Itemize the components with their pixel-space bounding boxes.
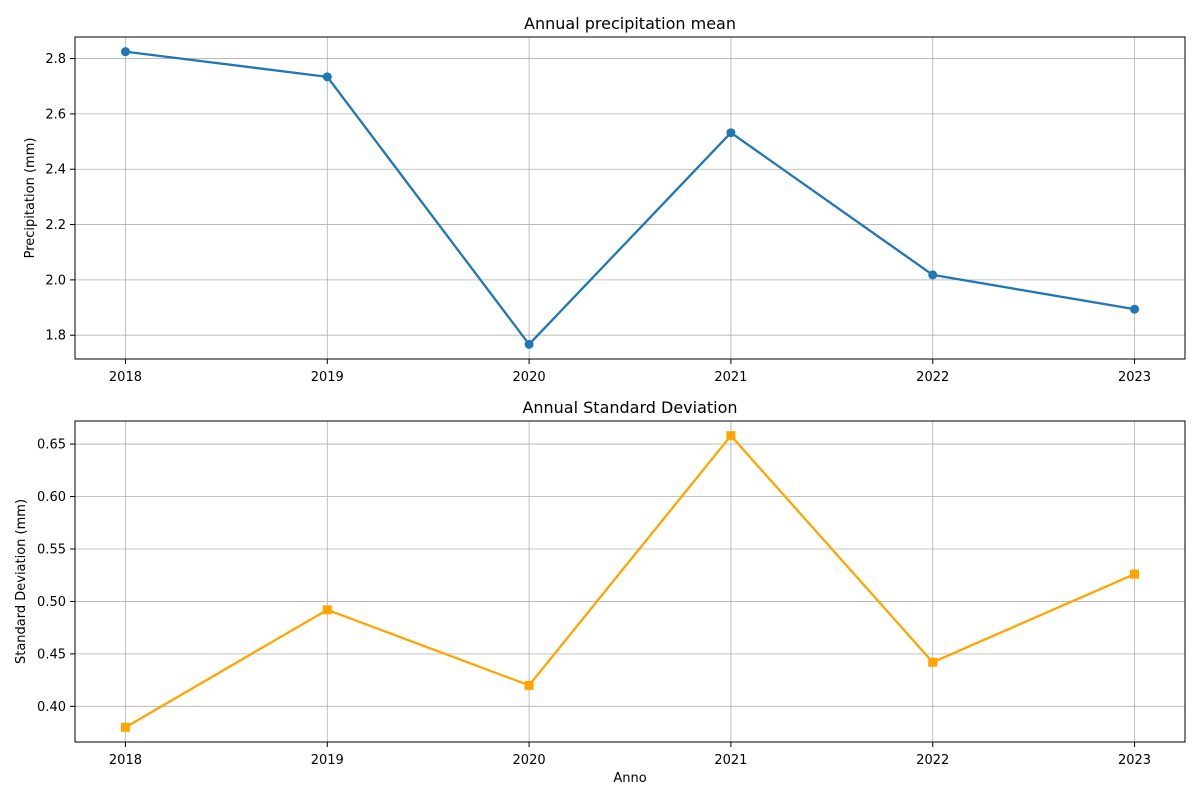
precipitation-data-point — [524, 339, 534, 349]
precipitation-x-tick-label: 2018 — [109, 370, 142, 385]
precipitation-data-point — [928, 270, 938, 280]
precipitation-chart-title: Annual precipitation mean — [524, 14, 736, 33]
std-x-tick-label: 2022 — [916, 753, 949, 768]
precipitation-axes-frame — [74, 36, 1186, 360]
std-x-tick-label: 2023 — [1118, 753, 1151, 768]
precipitation-data-point — [1130, 304, 1140, 314]
precipitation-x-tick-label: 2020 — [513, 370, 546, 385]
std-axes-frame — [74, 420, 1186, 743]
std-y-tick-label: 0.45 — [37, 647, 66, 662]
precipitation-y-tick-label: 2.0 — [45, 273, 66, 288]
precipitation-x-tick-label: 2023 — [1118, 370, 1151, 385]
std-chart-title: Annual Standard Deviation — [522, 398, 737, 417]
std-y-tick-label: 0.65 — [37, 438, 66, 453]
precipitation-y-tick-label: 2.8 — [45, 52, 66, 67]
std-x-tick-label: 2019 — [311, 753, 344, 768]
precipitation-y-tick-label: 2.2 — [45, 218, 66, 233]
precipitation-data-point — [120, 47, 130, 57]
precipitation-data-point — [726, 128, 736, 138]
std-data-point — [726, 431, 736, 441]
std-y-tick-label: 0.50 — [37, 595, 66, 610]
std-data-point — [928, 657, 938, 667]
std-data-point — [322, 605, 332, 615]
std-x-axis-label: Anno — [613, 771, 646, 786]
std-series-line — [123, 434, 1137, 729]
precipitation-data-point — [322, 72, 332, 82]
std-x-tick-label: 2018 — [109, 753, 142, 768]
std-data-point — [120, 722, 130, 732]
precipitation-mean-chart: 2018 2019 2020 2021 2022 2023 1.8 2.0 2.2 2.4 2.6 2… — [23, 14, 1186, 385]
std-y-tick-label: 0.60 — [37, 490, 66, 505]
precipitation-y-axis-label: Precipitation (mm) — [23, 138, 38, 259]
std-y-axis-label: Standard Deviation (mm) — [14, 499, 29, 664]
standard-deviation-chart: 2018 2019 2020 2021 2022 2023 0.40 0.45 0.50 0.55… — [14, 398, 1186, 786]
precipitation-y-tick-label: 1.8 — [45, 329, 66, 344]
precipitation-y-tick-label: 2.6 — [45, 107, 66, 122]
std-y-tick-label: 0.40 — [37, 700, 66, 715]
precipitation-x-tick-label: 2022 — [916, 370, 949, 385]
std-data-point — [524, 680, 534, 690]
precipitation-x-tick-label: 2019 — [311, 370, 344, 385]
std-data-point — [1130, 569, 1140, 579]
precipitation-x-tick-label: 2021 — [714, 370, 747, 385]
std-x-tick-label: 2020 — [513, 753, 546, 768]
std-x-tick-label: 2021 — [714, 753, 747, 768]
std-y-tick-label: 0.55 — [37, 542, 66, 557]
precipitation-series-line — [124, 50, 1136, 346]
precipitation-y-tick-label: 2.4 — [45, 163, 66, 178]
